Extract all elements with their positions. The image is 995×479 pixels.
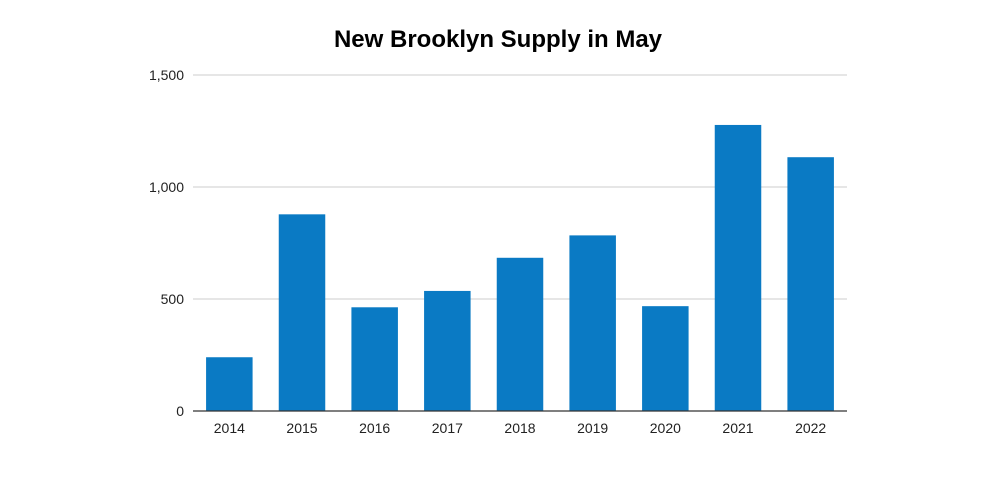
y-tick-label: 1,000 (149, 179, 184, 195)
x-tick-label: 2017 (432, 420, 463, 436)
x-axis-ticks: 2014 2015 2016 2017 2018 2019 2020 2021 2022 (214, 420, 827, 436)
bar-2020 (642, 306, 689, 411)
x-tick-label: 2015 (286, 420, 317, 436)
bar-2016 (351, 307, 398, 411)
x-tick-label: 2018 (504, 420, 535, 436)
bars (206, 125, 834, 411)
y-tick-label: 0 (176, 403, 184, 419)
bar-2019 (569, 235, 616, 411)
bar-2017 (424, 291, 471, 411)
y-tick-label: 1,500 (149, 67, 184, 83)
bar-2015 (279, 214, 326, 411)
bar-2021 (715, 125, 762, 411)
x-tick-label: 2022 (795, 420, 826, 436)
bar-2014 (206, 357, 253, 411)
chart-title: New Brooklyn Supply in May (334, 26, 663, 53)
y-axis-ticks: 0 500 1,000 1,500 (149, 67, 184, 419)
bar-2018 (497, 258, 544, 411)
x-tick-label: 2019 (577, 420, 608, 436)
x-tick-label: 2016 (359, 420, 390, 436)
x-tick-label: 2021 (722, 420, 753, 436)
x-tick-label: 2020 (650, 420, 681, 436)
y-tick-label: 500 (161, 291, 185, 307)
bar-2022 (787, 157, 834, 411)
x-tick-label: 2014 (214, 420, 245, 436)
